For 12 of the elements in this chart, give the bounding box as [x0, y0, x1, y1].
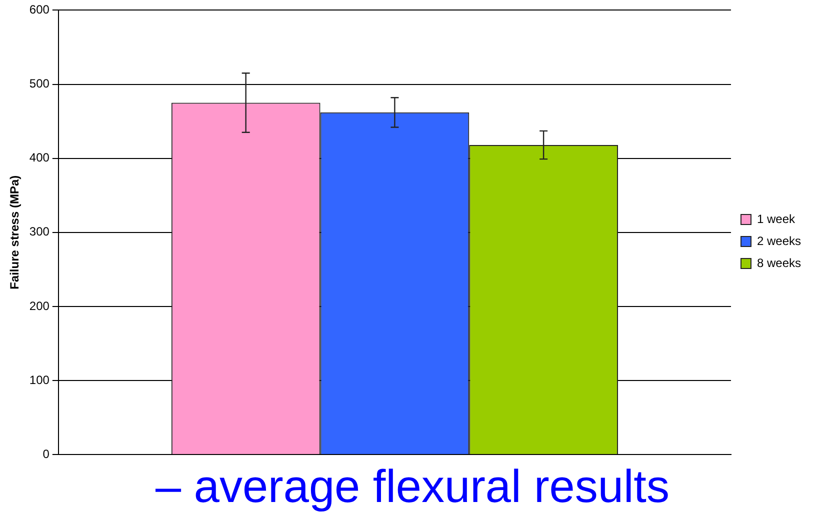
legend-label: 2 weeks [756, 234, 802, 248]
y-tick-label: 100 [29, 372, 50, 387]
y-tick-label: 400 [29, 150, 50, 165]
text: – average flexural results [156, 460, 670, 512]
y-tick-label: 300 [29, 224, 50, 239]
y-tick-label: 600 [29, 2, 50, 17]
y-axis-title: Failure stress (MPa) [8, 175, 22, 290]
y-tick-label: 500 [29, 76, 50, 91]
y-tick-label: 0 [42, 446, 50, 461]
legend-label: 1 week [756, 212, 796, 226]
y-tick-label: 200 [29, 298, 50, 313]
legend-label: 8 weeks [756, 256, 802, 270]
